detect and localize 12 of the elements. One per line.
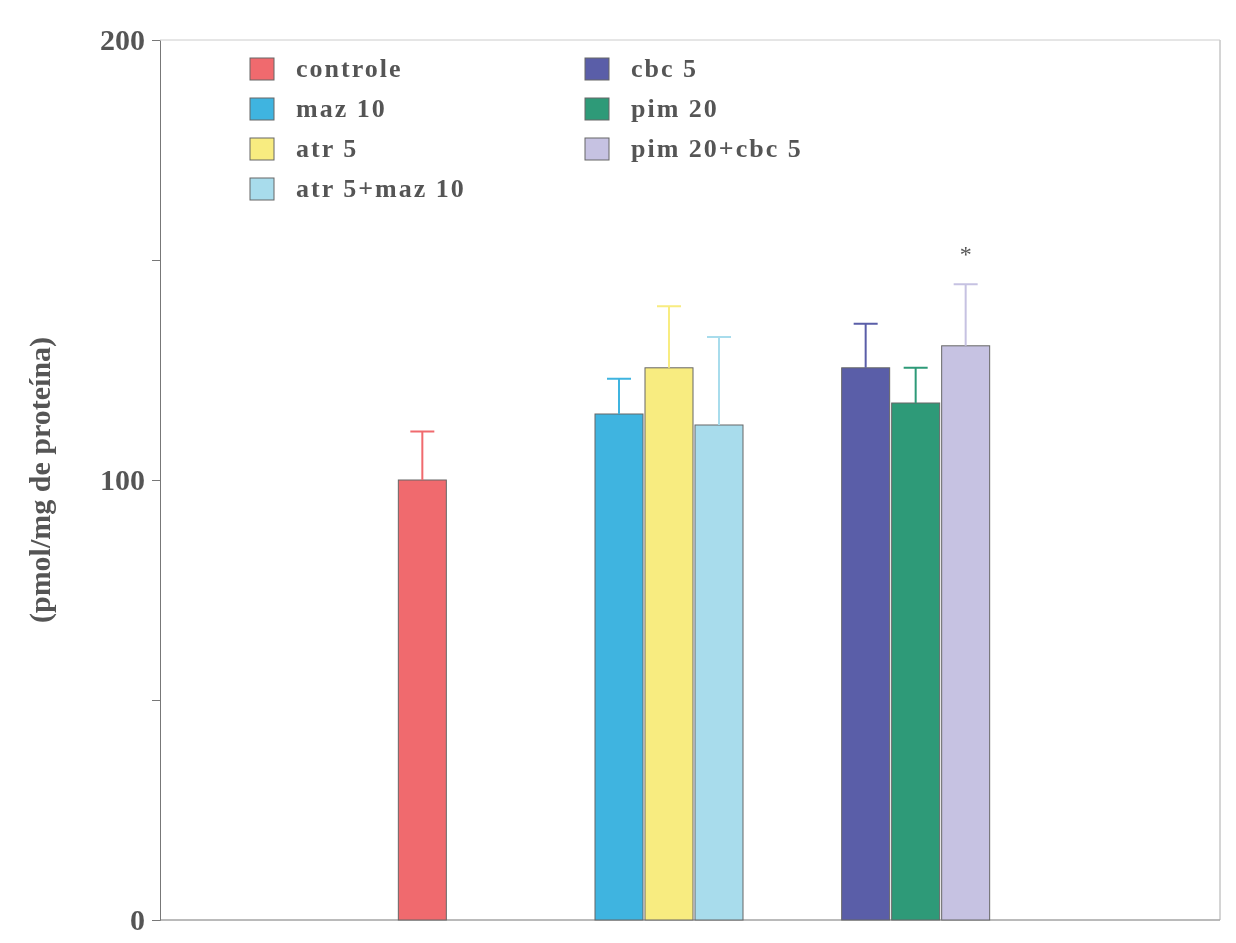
y-axis-title: (pmol/mg de proteína)	[23, 336, 57, 624]
legend-label: controle	[296, 54, 403, 83]
legend-label: atr 5+maz 10	[296, 174, 466, 203]
y-tick-label: 200	[100, 23, 145, 57]
legend-label: pim 20+cbc 5	[631, 134, 803, 163]
y-tick-label: 100	[100, 463, 145, 497]
legend-label: cbc 5	[631, 54, 699, 83]
annotation: *	[959, 241, 972, 268]
legend-label: pim 20	[631, 94, 719, 123]
y-tick-label: 0	[130, 903, 145, 937]
legend-label: maz 10	[296, 94, 387, 123]
legend-label: atr 5	[296, 134, 359, 163]
